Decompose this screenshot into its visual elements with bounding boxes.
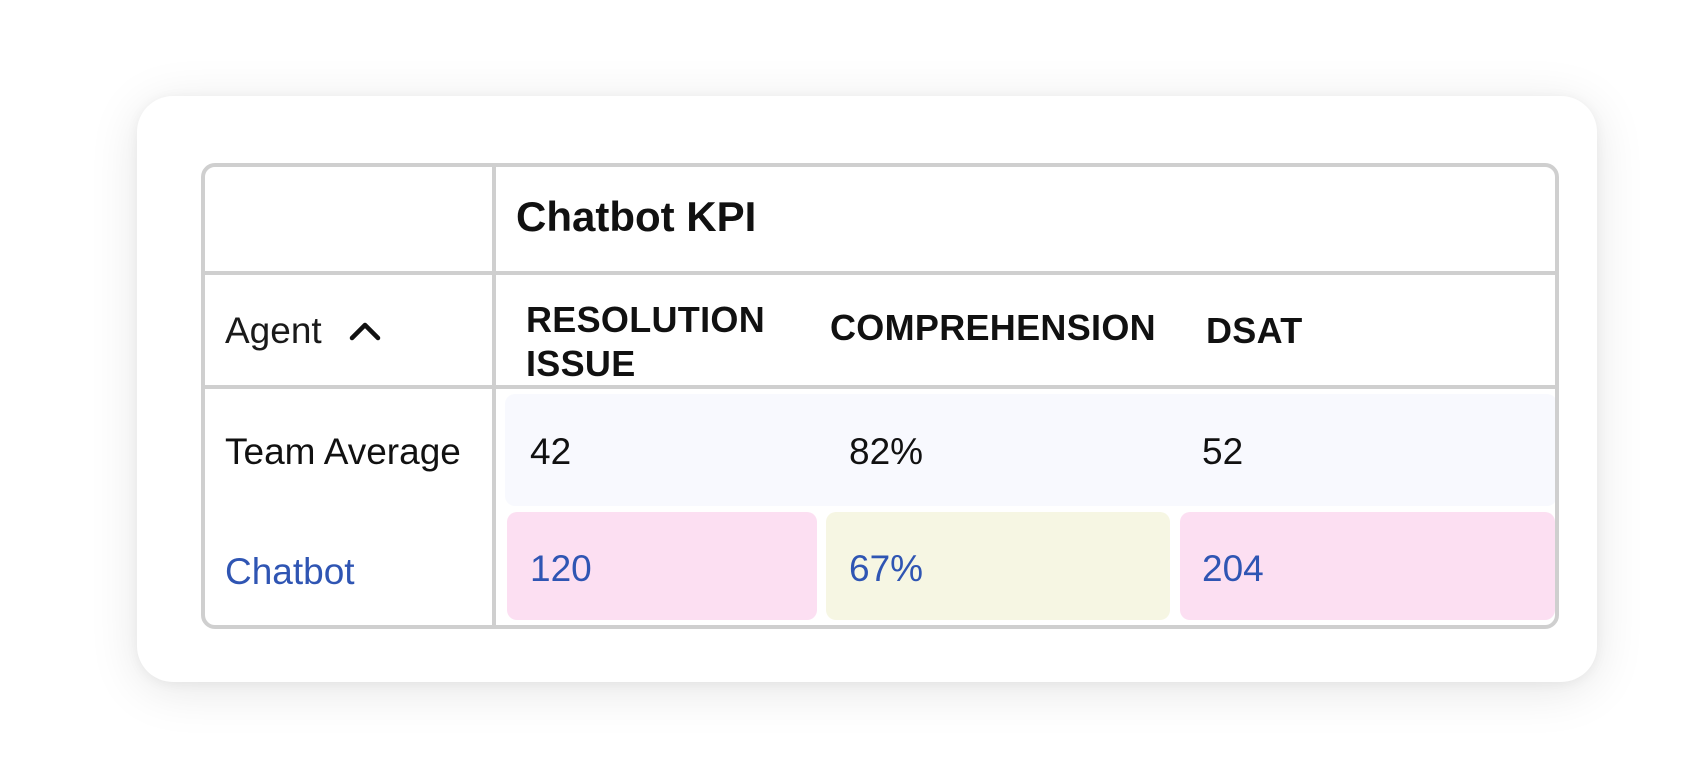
chevron-up-icon[interactable] <box>348 320 382 342</box>
kpi-table-frame <box>201 163 1559 629</box>
agent-column-label: Agent <box>225 310 322 351</box>
team-average-resolution-value: 42 <box>530 431 572 472</box>
column-header-divider <box>201 385 1559 389</box>
row-label-chatbot-link[interactable]: Chatbot <box>225 551 355 592</box>
team-average-comprehension-value: 82% <box>849 431 924 472</box>
team-average-row-background <box>505 394 1557 506</box>
chatbot-resolution-cell-highlight <box>507 512 817 620</box>
agent-column-header[interactable]: Agent <box>225 312 382 349</box>
column-header-dsat[interactable]: DSAT <box>1206 310 1303 351</box>
agent-column-divider <box>492 163 496 629</box>
column-header-resolution-issue[interactable]: RESOLUTION ISSUE <box>526 299 766 384</box>
kpi-group-title: Chatbot KPI <box>516 193 757 240</box>
chatbot-comprehension-cell-highlight <box>826 512 1170 620</box>
chatbot-dsat-value: 204 <box>1202 548 1264 589</box>
team-average-dsat-value: 52 <box>1202 431 1244 472</box>
header-divider <box>201 271 1559 275</box>
row-label-team-average: Team Average <box>225 431 461 472</box>
chatbot-dsat-cell-highlight <box>1180 512 1555 620</box>
chatbot-comprehension-value: 67% <box>849 548 924 589</box>
column-header-comprehension[interactable]: COMPREHENSION <box>830 307 1156 348</box>
chatbot-resolution-value: 120 <box>530 548 592 589</box>
